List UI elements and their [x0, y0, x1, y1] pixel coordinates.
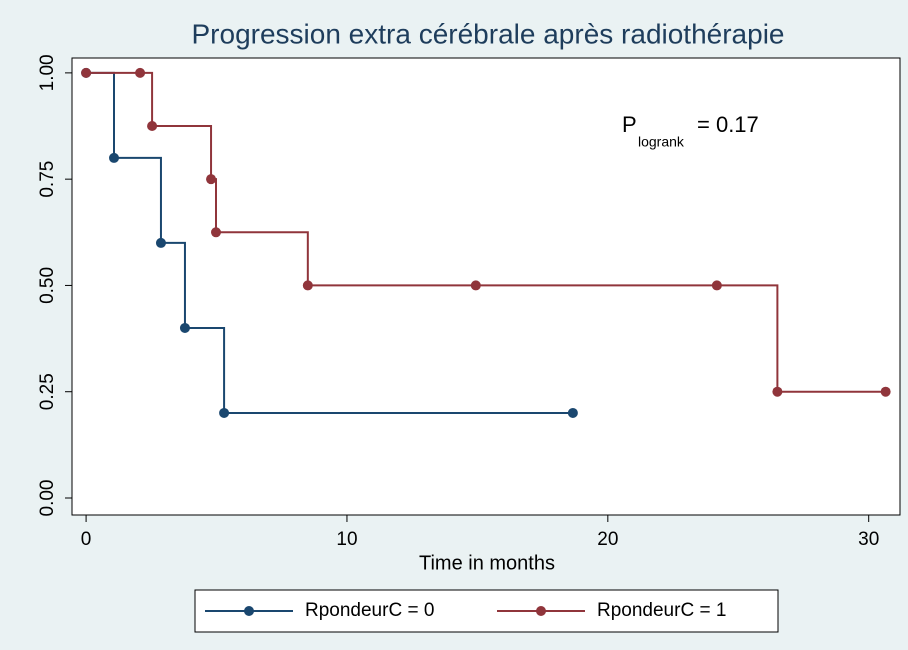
point	[567, 407, 578, 418]
point	[179, 322, 190, 333]
plot-area	[71, 57, 901, 516]
y-tick-label: 0.25	[37, 373, 58, 410]
y-tick-label: 0.00	[37, 480, 58, 517]
x-axis-label: Time in months	[419, 552, 555, 574]
point	[147, 121, 158, 132]
annotation-value: = 0.17	[697, 112, 759, 137]
chart-title: Progression extra cérébrale après radiot…	[192, 18, 785, 49]
legend-marker	[536, 606, 546, 616]
x-tick-label: 0	[81, 529, 92, 550]
point	[772, 386, 783, 397]
legend-label: RpondeurC = 1	[597, 600, 726, 621]
point	[880, 386, 891, 397]
x-tick-label: 30	[858, 529, 879, 550]
x-tick-label: 10	[336, 529, 357, 550]
point	[206, 174, 217, 185]
point	[219, 407, 230, 418]
point	[109, 152, 119, 163]
survival-line	[86, 71, 573, 414]
legend-label: RpondeurC = 0	[305, 600, 434, 621]
y-tick-label: 1.00	[37, 54, 58, 91]
point	[302, 280, 313, 291]
point	[211, 227, 221, 238]
point	[135, 67, 146, 78]
point	[711, 280, 722, 291]
point	[470, 280, 481, 291]
x-tick-label: 20	[597, 529, 618, 550]
legend-marker	[244, 606, 254, 616]
annotation: P	[622, 112, 637, 137]
y-tick-label: 0.75	[37, 161, 58, 198]
point	[81, 67, 92, 78]
y-tick-label: 0.50	[37, 267, 58, 304]
annotation-subscript: logrank	[638, 134, 685, 150]
point	[155, 237, 166, 248]
